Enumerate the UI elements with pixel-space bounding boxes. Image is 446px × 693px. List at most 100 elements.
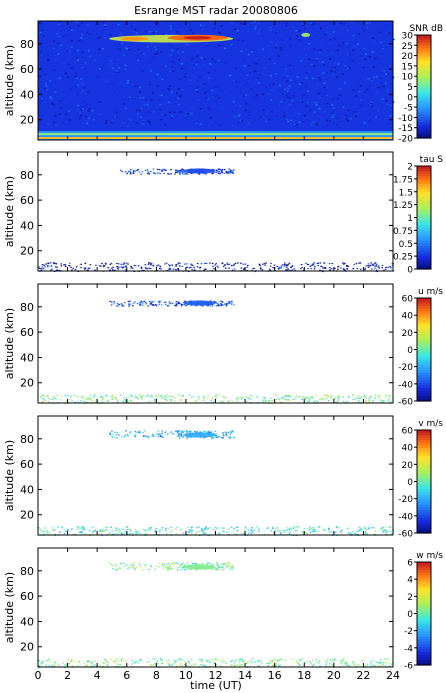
echo-point <box>247 532 250 534</box>
noise-speckle <box>40 100 43 102</box>
noise-speckle <box>81 114 84 116</box>
noise-speckle <box>323 92 326 95</box>
echo-point <box>110 563 113 566</box>
echo-point <box>363 394 366 396</box>
echo-point <box>218 436 221 438</box>
echo-point <box>118 528 121 530</box>
echo-point <box>117 530 120 532</box>
noise-speckle <box>257 82 260 84</box>
noise-speckle <box>108 65 111 67</box>
noise-speckle <box>88 80 91 83</box>
echo-point <box>240 398 243 400</box>
echo-point <box>236 400 239 402</box>
noise-speckle <box>365 53 368 55</box>
colorbar-segment <box>417 112 431 116</box>
noise-speckle <box>233 28 236 31</box>
noise-speckle <box>99 113 102 116</box>
echo-point <box>139 304 142 306</box>
echo-point <box>307 267 309 270</box>
echo-point <box>147 172 150 174</box>
noise-speckle <box>70 40 73 42</box>
noise-speckle <box>319 125 322 128</box>
echo-point <box>239 659 241 661</box>
noise-speckle <box>160 66 163 69</box>
noise-speckle <box>275 46 278 49</box>
echo-point <box>172 396 175 398</box>
echo-point <box>126 526 129 528</box>
noise-speckle <box>116 115 119 118</box>
noise-speckle <box>127 34 130 37</box>
echo-point <box>186 173 189 175</box>
echo-point <box>382 530 384 532</box>
noise-speckle <box>156 73 159 76</box>
echo-point <box>50 265 53 268</box>
echo-point <box>298 526 300 528</box>
echo-point <box>213 171 216 173</box>
noise-speckle <box>44 51 47 54</box>
noise-speckle <box>205 43 208 45</box>
echo-point <box>148 267 150 269</box>
noise-speckle <box>167 88 170 90</box>
noise-speckle <box>168 90 171 92</box>
noise-speckle <box>299 83 302 85</box>
echo-point <box>215 169 218 171</box>
noise-speckle <box>104 24 107 26</box>
echo-point <box>311 398 314 400</box>
echo-point <box>257 664 260 666</box>
noise-speckle <box>218 31 221 34</box>
echo-point <box>222 433 225 436</box>
echo-point <box>305 533 308 535</box>
echo-point <box>195 531 198 534</box>
echo-point <box>118 263 120 265</box>
noise-speckle <box>288 66 291 69</box>
noise-speckle <box>374 57 377 60</box>
noise-speckle <box>380 77 383 80</box>
echo-point <box>318 660 321 662</box>
echo-point <box>48 658 50 660</box>
noise-speckle <box>87 49 90 52</box>
echo-point <box>250 398 252 400</box>
noise-speckle <box>329 120 332 122</box>
colorbar-segment <box>417 504 431 508</box>
colorbar-tick-label: 0 <box>407 93 413 103</box>
echo-point <box>129 564 132 566</box>
echo-point <box>100 530 103 533</box>
noise-speckle <box>236 29 239 32</box>
echo-point <box>221 301 224 303</box>
noise-speckle <box>58 113 61 115</box>
noise-speckle <box>105 71 108 74</box>
echo-point <box>323 262 325 264</box>
colorbar-segment <box>417 657 431 661</box>
noise-speckle <box>190 112 193 115</box>
echo-point <box>118 568 120 570</box>
echo-point <box>100 529 103 531</box>
noise-speckle <box>175 115 178 118</box>
colorbar-segment <box>417 455 431 459</box>
noise-speckle <box>231 39 234 42</box>
echo-point <box>117 268 120 270</box>
echo-point <box>188 394 191 396</box>
echo-point <box>235 398 238 400</box>
echo-point <box>174 661 177 663</box>
echo-point <box>348 396 350 398</box>
echo-point <box>55 263 58 265</box>
echo-point <box>379 395 382 397</box>
colorbar-segment <box>417 318 431 322</box>
noise-speckle <box>54 111 57 114</box>
echo-point <box>56 394 59 396</box>
echo-point <box>313 262 315 264</box>
echo-point <box>157 434 160 436</box>
echo-point <box>178 433 181 435</box>
noise-speckle <box>176 48 179 50</box>
echo-point <box>117 660 119 662</box>
colorbar-segment <box>417 232 431 237</box>
echo-point <box>365 265 368 267</box>
echo-point <box>45 664 48 666</box>
echo-point <box>69 660 72 662</box>
noise-speckle <box>285 94 288 97</box>
noise-speckle <box>331 116 334 118</box>
echo-point <box>140 396 143 398</box>
echo-point <box>161 659 164 661</box>
noise-speckle <box>292 104 295 107</box>
noise-speckle <box>346 29 349 31</box>
